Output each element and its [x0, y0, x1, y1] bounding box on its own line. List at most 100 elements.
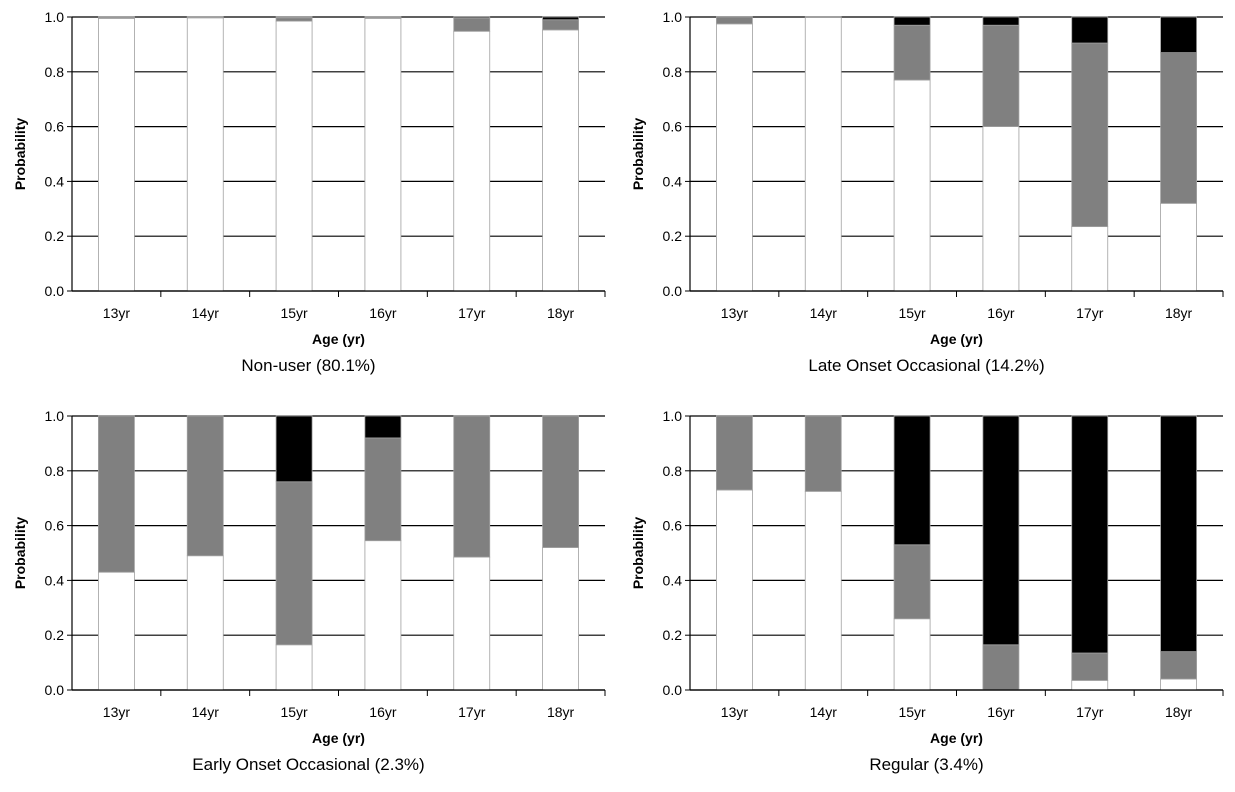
y-tick-label: 0.4: [45, 173, 65, 189]
bar-segment: [1072, 227, 1108, 291]
bar-segment: [1072, 416, 1108, 653]
bar-segment: [1072, 17, 1108, 43]
y-tick-label: 0.0: [663, 682, 683, 698]
bar-segment: [1161, 652, 1197, 679]
bar-segment: [276, 18, 312, 21]
bar-segment: [365, 416, 401, 438]
y-axis-title: Probability: [12, 517, 28, 590]
y-axis-title: Probability: [630, 517, 646, 590]
bar-segment: [894, 25, 930, 80]
bar-segment: [805, 416, 841, 491]
bar-segment: [365, 541, 401, 690]
x-tick-label: 17yr: [458, 704, 486, 720]
x-axis-title: Age (yr): [312, 730, 365, 746]
chart-title: Non-user (80.1%): [0, 356, 617, 376]
bar-segment: [454, 18, 490, 31]
bar-segment: [716, 24, 752, 291]
y-tick-label: 0.4: [45, 572, 65, 588]
x-tick-label: 16yr: [369, 305, 397, 321]
x-tick-label: 18yr: [547, 305, 575, 321]
bar-segment: [1161, 203, 1197, 291]
x-tick-label: 16yr: [369, 704, 397, 720]
y-tick-label: 0.8: [45, 463, 65, 479]
x-axis-title: Age (yr): [312, 331, 365, 347]
bar-segment: [894, 545, 930, 619]
bar-segment: [543, 17, 579, 20]
bar-segment: [805, 18, 841, 291]
x-tick-label: 18yr: [1165, 704, 1193, 720]
x-axis-title: Age (yr): [930, 331, 983, 347]
x-tick-label: 17yr: [458, 305, 486, 321]
y-tick-label: 1.0: [663, 9, 683, 25]
bar-segment: [276, 482, 312, 645]
chart-title: Late Onset Occasional (14.2%): [618, 356, 1235, 376]
y-axis-title: Probability: [630, 118, 646, 191]
x-tick-label: 17yr: [1076, 704, 1104, 720]
bar-segment: [983, 17, 1019, 25]
bar-segment: [716, 490, 752, 690]
bar-segment: [894, 17, 930, 25]
bar-segment: [805, 491, 841, 690]
x-tick-label: 14yr: [192, 305, 220, 321]
x-tick-label: 14yr: [810, 704, 838, 720]
y-tick-label: 1.0: [663, 408, 683, 424]
bar-segment: [716, 17, 752, 24]
bar-segment: [983, 25, 1019, 126]
x-tick-label: 13yr: [721, 305, 749, 321]
x-tick-label: 14yr: [192, 704, 220, 720]
bar-segment: [1072, 653, 1108, 680]
y-tick-label: 0.0: [663, 283, 683, 299]
bar-segment: [983, 416, 1019, 645]
x-tick-label: 18yr: [547, 704, 575, 720]
bar-segment: [276, 416, 312, 482]
bar-segment: [98, 416, 134, 572]
x-tick-label: 16yr: [987, 704, 1015, 720]
x-tick-label: 13yr: [103, 305, 131, 321]
x-tick-label: 15yr: [280, 305, 308, 321]
chart-title: Regular (3.4%): [618, 755, 1235, 775]
y-tick-label: 0.8: [45, 64, 65, 80]
x-tick-label: 17yr: [1076, 305, 1104, 321]
y-tick-label: 0.2: [663, 228, 683, 244]
x-tick-label: 16yr: [987, 305, 1015, 321]
y-tick-label: 0.4: [663, 173, 683, 189]
x-tick-label: 14yr: [810, 305, 838, 321]
y-tick-label: 0.6: [45, 119, 65, 135]
y-tick-label: 0.2: [663, 627, 683, 643]
bar-segment: [187, 556, 223, 690]
bar-segment: [276, 21, 312, 291]
bar-segment: [276, 645, 312, 690]
y-tick-label: 1.0: [45, 9, 65, 25]
bar-segment: [543, 548, 579, 690]
y-tick-label: 0.4: [663, 572, 683, 588]
bar-segment: [543, 20, 579, 30]
bar-segment: [454, 31, 490, 291]
y-axis-title: Probability: [12, 118, 28, 191]
bar-segment: [1161, 53, 1197, 204]
bar-segment: [454, 17, 490, 18]
bar-segment: [1161, 679, 1197, 690]
y-tick-label: 0.0: [45, 682, 65, 698]
x-tick-label: 15yr: [898, 704, 926, 720]
bar-segment: [454, 557, 490, 690]
bar-segment: [276, 17, 312, 18]
x-tick-label: 13yr: [721, 704, 749, 720]
y-tick-label: 1.0: [45, 408, 65, 424]
y-tick-label: 0.2: [45, 627, 65, 643]
y-tick-label: 0.8: [663, 64, 683, 80]
y-tick-label: 0.0: [45, 283, 65, 299]
bar-segment: [894, 619, 930, 690]
bar-segment: [805, 17, 841, 18]
bar-segment: [454, 416, 490, 557]
x-tick-label: 15yr: [280, 704, 308, 720]
bar-segment: [716, 416, 752, 490]
bar-segment: [1161, 416, 1197, 652]
